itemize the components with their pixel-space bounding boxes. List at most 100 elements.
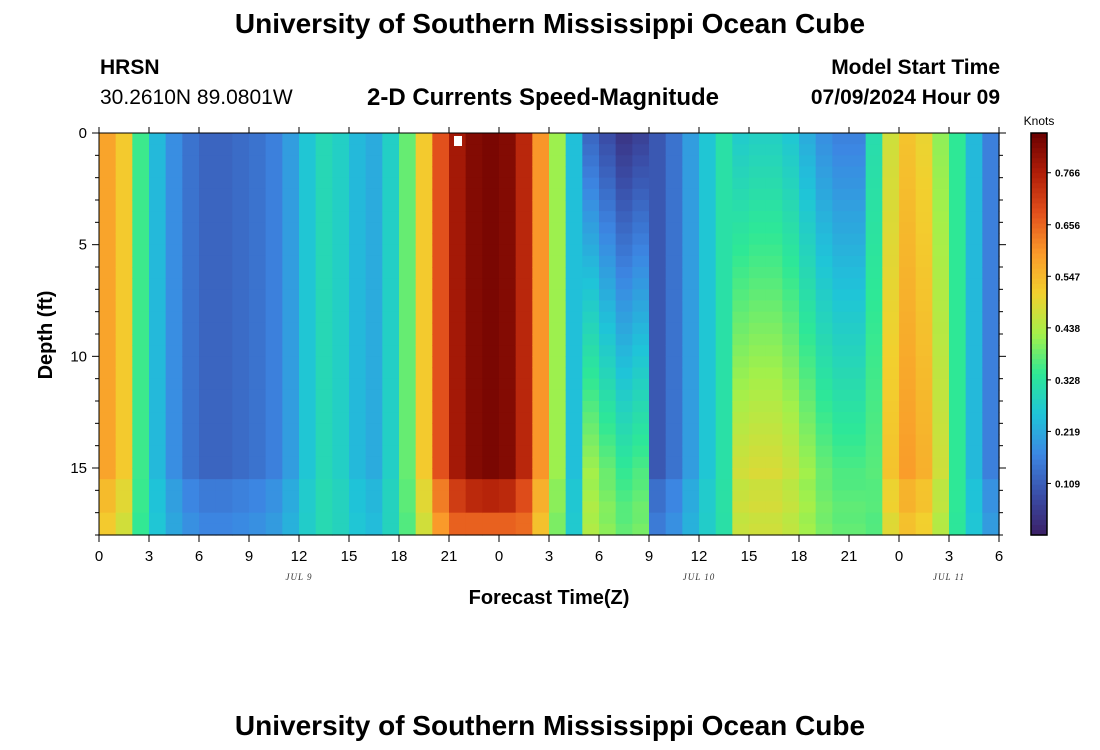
heatmap-cell [432, 456, 450, 469]
heatmap-cell [99, 222, 117, 235]
heatmap-cell [382, 322, 400, 335]
heatmap-cell [432, 155, 450, 168]
heatmap-cell [615, 412, 633, 424]
heatmap-cell [782, 501, 800, 514]
heatmap-cell [432, 289, 450, 302]
heatmap-cell [849, 222, 867, 235]
heatmap-cell [982, 334, 1000, 346]
heatmap-cell [632, 378, 650, 391]
heatmap-cell [799, 512, 817, 525]
heatmap-cell [849, 389, 867, 402]
heatmap-cell [115, 155, 133, 168]
heatmap-cell [865, 401, 883, 413]
heatmap-cell [332, 278, 350, 290]
heatmap-cell [365, 311, 383, 324]
heatmap-cell [415, 389, 433, 402]
heatmap-cell [282, 401, 300, 413]
heatmap-cell [365, 412, 383, 424]
heatmap-cell [382, 334, 400, 346]
heatmap-cell [315, 389, 333, 402]
heatmap-cell [399, 378, 417, 391]
heatmap-cell [99, 211, 117, 223]
heatmap-cell [265, 512, 283, 525]
heatmap-cell [482, 322, 500, 335]
heatmap-cell [665, 423, 683, 436]
heatmap-cell [749, 389, 767, 402]
heatmap-cell [249, 222, 267, 235]
heatmap-cell [832, 278, 850, 290]
heatmap-cell [382, 479, 400, 491]
heatmap-cell [432, 423, 450, 436]
heatmap-cell [815, 322, 833, 335]
heatmap-cell [199, 267, 217, 279]
heatmap-cell [365, 244, 383, 257]
heatmap-cell [915, 401, 933, 413]
heatmap-cell [749, 289, 767, 302]
heatmap-cell [249, 300, 267, 313]
heatmap-cell [732, 155, 750, 168]
heatmap-cell [415, 166, 433, 179]
heatmap-cell [615, 200, 633, 212]
heatmap-cell [549, 512, 567, 525]
heatmap-cell [882, 334, 900, 346]
heatmap-cell [365, 166, 383, 179]
heatmap-cell [565, 434, 583, 447]
heatmap-cell [499, 322, 517, 335]
heatmap-cell [965, 490, 983, 503]
heatmap-cell [815, 200, 833, 212]
heatmap-cell [332, 356, 350, 369]
heatmap-cell [815, 412, 833, 424]
heatmap-cell [215, 401, 233, 413]
heatmap-cell [832, 367, 850, 380]
heatmap-cell [599, 445, 617, 458]
heatmap-cell [149, 434, 167, 447]
heatmap-cell [332, 412, 350, 424]
heatmap-cell [182, 155, 200, 168]
heatmap-cell [849, 166, 867, 179]
heatmap-cell [449, 278, 467, 290]
heatmap-cell [849, 200, 867, 212]
colorbar-segment [1031, 364, 1047, 370]
heatmap-cell [815, 434, 833, 447]
colorbar-segment [1031, 203, 1047, 209]
heatmap-cell [399, 200, 417, 212]
heatmap-cell [315, 177, 333, 190]
heatmap-cell [232, 289, 250, 302]
colorbar-segment [1031, 504, 1047, 511]
heatmap-cell [915, 512, 933, 525]
heatmap-cell [382, 367, 400, 380]
heatmap-cell [165, 490, 183, 503]
heatmap-cell [465, 222, 483, 235]
heatmap-cell [282, 490, 300, 503]
heatmap-cell [965, 155, 983, 168]
heatmap-cell [299, 345, 317, 357]
heatmap-cell [449, 188, 467, 201]
heatmap-cell [982, 322, 1000, 335]
heatmap-cell [249, 133, 267, 145]
heatmap-cell [232, 412, 250, 424]
heatmap-cell [415, 155, 433, 168]
x-date-label: JUL 10 [683, 572, 716, 582]
heatmap-cell [249, 468, 267, 480]
heatmap-cell [749, 401, 767, 413]
heatmap-cell [532, 468, 550, 480]
heatmap-cell [482, 289, 500, 302]
heatmap-cell [982, 267, 1000, 279]
heatmap-cell [532, 222, 550, 235]
heatmap-cell [632, 345, 650, 357]
heatmap-cell [265, 133, 283, 145]
heatmap-cell [182, 278, 200, 290]
heatmap-cell [315, 222, 333, 235]
heatmap-cell [749, 133, 767, 145]
heatmap-cell [782, 423, 800, 436]
heatmap-cell [982, 188, 1000, 201]
heatmap-cell [732, 300, 750, 313]
heatmap-cell [282, 289, 300, 302]
heatmap-cell [349, 166, 367, 179]
heatmap-cell [515, 468, 533, 480]
heatmap-cell [532, 244, 550, 257]
heatmap-cell [282, 322, 300, 335]
heatmap-cell [565, 311, 583, 324]
heatmap-cell [549, 144, 567, 156]
heatmap-cell [265, 490, 283, 503]
